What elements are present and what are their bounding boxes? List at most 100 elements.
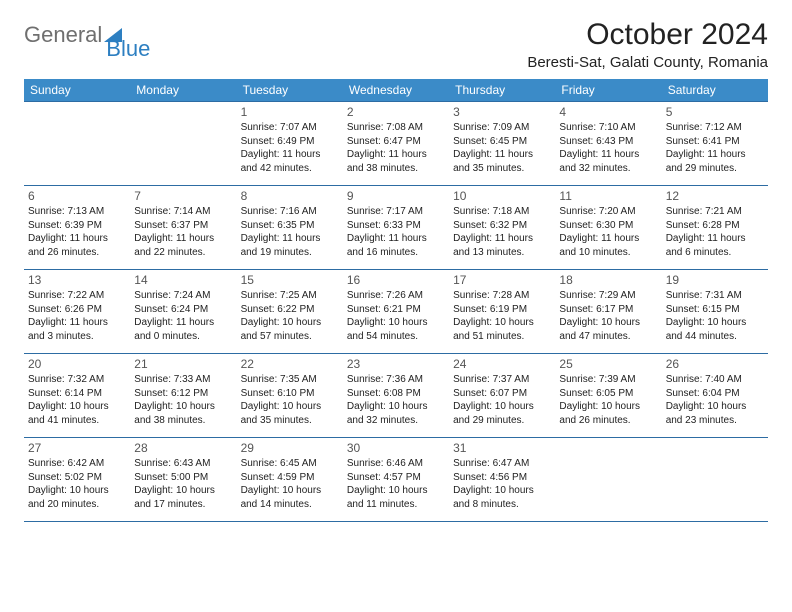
day-info: Sunrise: 7:16 AMSunset: 6:35 PMDaylight:…	[241, 205, 339, 259]
day-info: Sunrise: 7:20 AMSunset: 6:30 PMDaylight:…	[559, 205, 657, 259]
calendar-cell-empty	[555, 438, 661, 522]
calendar-cell: 30 Sunrise: 6:46 AMSunset: 4:57 PMDayligh…	[343, 438, 449, 522]
day-info: Sunrise: 7:17 AMSunset: 6:33 PMDaylight:…	[347, 205, 445, 259]
calendar-cell: 9 Sunrise: 7:17 AMSunset: 6:33 PMDaylight…	[343, 186, 449, 270]
calendar-cell: 4 Sunrise: 7:10 AMSunset: 6:43 PMDaylight…	[555, 102, 661, 186]
day-header: Thursday	[449, 79, 555, 102]
day-number: 30	[347, 441, 445, 455]
calendar-cell: 17 Sunrise: 7:28 AMSunset: 6:19 PMDayligh…	[449, 270, 555, 354]
day-number: 22	[241, 357, 339, 371]
logo-text-general: General	[24, 22, 102, 48]
calendar-cell-empty	[130, 102, 236, 186]
day-info: Sunrise: 7:32 AMSunset: 6:14 PMDaylight:…	[28, 373, 126, 427]
day-info: Sunrise: 7:21 AMSunset: 6:28 PMDaylight:…	[666, 205, 764, 259]
day-info: Sunrise: 7:12 AMSunset: 6:41 PMDaylight:…	[666, 121, 764, 175]
calendar-cell: 28 Sunrise: 6:43 AMSunset: 5:00 PMDayligh…	[130, 438, 236, 522]
day-info: Sunrise: 6:47 AMSunset: 4:56 PMDaylight:…	[453, 457, 551, 511]
calendar-cell: 13 Sunrise: 7:22 AMSunset: 6:26 PMDayligh…	[24, 270, 130, 354]
day-number: 23	[347, 357, 445, 371]
calendar-cell: 24 Sunrise: 7:37 AMSunset: 6:07 PMDayligh…	[449, 354, 555, 438]
day-number: 29	[241, 441, 339, 455]
day-info: Sunrise: 6:42 AMSunset: 5:02 PMDaylight:…	[28, 457, 126, 511]
calendar-cell-empty	[662, 438, 768, 522]
day-info: Sunrise: 7:10 AMSunset: 6:43 PMDaylight:…	[559, 121, 657, 175]
day-info: Sunrise: 6:45 AMSunset: 4:59 PMDaylight:…	[241, 457, 339, 511]
calendar-cell: 7 Sunrise: 7:14 AMSunset: 6:37 PMDaylight…	[130, 186, 236, 270]
day-number: 28	[134, 441, 232, 455]
location: Beresti-Sat, Galati County, Romania	[527, 54, 768, 71]
day-header: Monday	[130, 79, 236, 102]
calendar-cell: 25 Sunrise: 7:39 AMSunset: 6:05 PMDayligh…	[555, 354, 661, 438]
day-number: 12	[666, 189, 764, 203]
day-info: Sunrise: 7:14 AMSunset: 6:37 PMDaylight:…	[134, 205, 232, 259]
day-info: Sunrise: 7:08 AMSunset: 6:47 PMDaylight:…	[347, 121, 445, 175]
day-number: 6	[28, 189, 126, 203]
calendar-cell: 2 Sunrise: 7:08 AMSunset: 6:47 PMDaylight…	[343, 102, 449, 186]
calendar-cell: 18 Sunrise: 7:29 AMSunset: 6:17 PMDayligh…	[555, 270, 661, 354]
day-info: Sunrise: 7:13 AMSunset: 6:39 PMDaylight:…	[28, 205, 126, 259]
calendar-cell: 19Sunrise: 7:31 AMSunset: 6:15 PMDayligh…	[662, 270, 768, 354]
day-info: Sunrise: 7:22 AMSunset: 6:26 PMDaylight:…	[28, 289, 126, 343]
day-header: Friday	[555, 79, 661, 102]
calendar-cell: 21 Sunrise: 7:33 AMSunset: 6:12 PMDayligh…	[130, 354, 236, 438]
calendar-cell: 20 Sunrise: 7:32 AMSunset: 6:14 PMDayligh…	[24, 354, 130, 438]
day-number: 24	[453, 357, 551, 371]
day-number: 14	[134, 273, 232, 287]
day-info: Sunrise: 6:43 AMSunset: 5:00 PMDaylight:…	[134, 457, 232, 511]
header: General Blue October 2024 Beresti-Sat, G…	[24, 18, 768, 71]
calendar-cell: 1Sunrise: 7:07 AMSunset: 6:49 PMDaylight…	[237, 102, 343, 186]
day-number: 25	[559, 357, 657, 371]
day-info: Sunrise: 7:28 AMSunset: 6:19 PMDaylight:…	[453, 289, 551, 343]
calendar-cell: 5Sunrise: 7:12 AMSunset: 6:41 PMDaylight…	[662, 102, 768, 186]
day-info: Sunrise: 7:39 AMSunset: 6:05 PMDaylight:…	[559, 373, 657, 427]
day-info: Sunrise: 7:24 AMSunset: 6:24 PMDaylight:…	[134, 289, 232, 343]
day-info: Sunrise: 7:07 AMSunset: 6:49 PMDaylight:…	[241, 121, 339, 175]
day-number: 27	[28, 441, 126, 455]
calendar-cell: 6 Sunrise: 7:13 AMSunset: 6:39 PMDaylight…	[24, 186, 130, 270]
calendar-cell: 11 Sunrise: 7:20 AMSunset: 6:30 PMDayligh…	[555, 186, 661, 270]
day-info: Sunrise: 7:26 AMSunset: 6:21 PMDaylight:…	[347, 289, 445, 343]
day-number: 9	[347, 189, 445, 203]
day-info: Sunrise: 7:40 AMSunset: 6:04 PMDaylight:…	[666, 373, 764, 427]
day-number: 16	[347, 273, 445, 287]
day-info: Sunrise: 7:37 AMSunset: 6:07 PMDaylight:…	[453, 373, 551, 427]
day-number: 2	[347, 105, 445, 119]
calendar-cell: 10 Sunrise: 7:18 AMSunset: 6:32 PMDayligh…	[449, 186, 555, 270]
day-number: 18	[559, 273, 657, 287]
calendar-cell: 29 Sunrise: 6:45 AMSunset: 4:59 PMDayligh…	[237, 438, 343, 522]
calendar-cell: 14 Sunrise: 7:24 AMSunset: 6:24 PMDayligh…	[130, 270, 236, 354]
day-number: 13	[28, 273, 126, 287]
day-number: 20	[28, 357, 126, 371]
day-header: Tuesday	[237, 79, 343, 102]
calendar-cell: 22 Sunrise: 7:35 AMSunset: 6:10 PMDayligh…	[237, 354, 343, 438]
day-number: 31	[453, 441, 551, 455]
day-number: 17	[453, 273, 551, 287]
day-number: 15	[241, 273, 339, 287]
day-info: Sunrise: 7:35 AMSunset: 6:10 PMDaylight:…	[241, 373, 339, 427]
day-header: Wednesday	[343, 79, 449, 102]
day-info: Sunrise: 7:09 AMSunset: 6:45 PMDaylight:…	[453, 121, 551, 175]
day-info: Sunrise: 7:25 AMSunset: 6:22 PMDaylight:…	[241, 289, 339, 343]
day-info: Sunrise: 7:18 AMSunset: 6:32 PMDaylight:…	[453, 205, 551, 259]
calendar-cell: 3Sunrise: 7:09 AMSunset: 6:45 PMDaylight…	[449, 102, 555, 186]
day-number: 26	[666, 357, 764, 371]
logo: General Blue	[24, 22, 150, 48]
day-number: 11	[559, 189, 657, 203]
calendar-cell: 26 Sunrise: 7:40 AMSunset: 6:04 PMDayligh…	[662, 354, 768, 438]
day-info: Sunrise: 7:29 AMSunset: 6:17 PMDaylight:…	[559, 289, 657, 343]
day-number: 21	[134, 357, 232, 371]
calendar-cell: 23Sunrise: 7:36 AMSunset: 6:08 PMDayligh…	[343, 354, 449, 438]
calendar-cell: 16 Sunrise: 7:26 AMSunset: 6:21 PMDayligh…	[343, 270, 449, 354]
calendar-cell: 12 Sunrise: 7:21 AMSunset: 6:28 PMDayligh…	[662, 186, 768, 270]
day-number: 4	[559, 105, 657, 119]
logo-text-blue: Blue	[106, 36, 150, 62]
day-info: Sunrise: 7:33 AMSunset: 6:12 PMDaylight:…	[134, 373, 232, 427]
day-header: Saturday	[662, 79, 768, 102]
calendar-cell: 31 Sunrise: 6:47 AMSunset: 4:56 PMDayligh…	[449, 438, 555, 522]
day-number: 8	[241, 189, 339, 203]
day-number: 19	[666, 273, 764, 287]
day-number: 10	[453, 189, 551, 203]
day-number: 7	[134, 189, 232, 203]
calendar-table: SundayMondayTuesdayWednesdayThursdayFrid…	[24, 79, 768, 522]
day-info: Sunrise: 6:46 AMSunset: 4:57 PMDaylight:…	[347, 457, 445, 511]
